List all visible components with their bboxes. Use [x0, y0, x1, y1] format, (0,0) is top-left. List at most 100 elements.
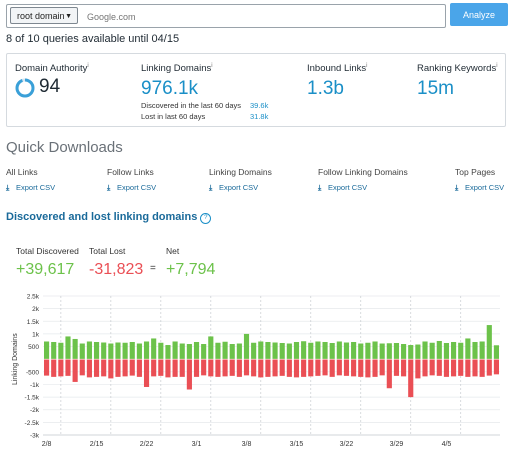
x-tick-label: 2/8 — [42, 441, 52, 448]
discovered-bar — [393, 343, 400, 360]
lost-bar — [251, 359, 257, 377]
export-csv-link[interactable]: ⤓ Export CSV — [209, 183, 272, 193]
lost-bar — [215, 359, 221, 377]
lost-bar — [158, 359, 164, 376]
lost-bar — [222, 359, 228, 377]
lost-60-value[interactable]: 31.8k — [250, 112, 269, 121]
y-tick-label: -1.5k — [25, 395, 40, 402]
discovered-bar — [436, 340, 442, 360]
discovered-bar — [486, 325, 492, 360]
lost-bar — [443, 359, 450, 377]
download-icon: ⤓ — [318, 183, 322, 192]
y-tick-label: 500 — [28, 344, 39, 351]
info-icon[interactable]: i — [496, 63, 498, 69]
query-quota-text: 8 of 10 queries available until 04/15 — [6, 33, 180, 45]
info-icon[interactable]: i — [211, 63, 213, 69]
discovered-bar — [293, 341, 300, 360]
discovered-bar — [151, 338, 157, 360]
discovered-bar — [86, 341, 92, 360]
discovered-bar — [72, 338, 78, 360]
lost-bar — [451, 359, 457, 377]
domain-authority-value: 94 — [39, 76, 61, 97]
lost-bar — [43, 359, 50, 376]
lost-bar — [229, 359, 235, 376]
discovered-bar — [43, 341, 50, 360]
lost-bar — [136, 359, 142, 377]
domain-search-input[interactable] — [85, 6, 439, 27]
discovered-bar — [351, 341, 357, 360]
export-csv-link[interactable]: ⤓ Export CSV — [318, 183, 408, 193]
discovered-bar — [79, 343, 85, 360]
lost-60-label: Lost in last 60 days — [141, 112, 206, 121]
x-tick-label: 3/8 — [242, 441, 252, 448]
discovered-bar — [165, 345, 171, 360]
discovered-bar — [479, 341, 485, 360]
info-icon[interactable]: i — [87, 63, 89, 69]
x-tick-label: 3/15 — [290, 441, 304, 448]
discovered-bar — [372, 341, 378, 360]
analyze-button[interactable]: Analyze — [450, 3, 508, 26]
domain-authority-label: Domain Authority — [15, 63, 88, 75]
ranking-keywords-metric: Ranking Keywordsi 15m — [417, 63, 498, 100]
lost-bar — [172, 359, 178, 377]
net-value: +7,794 — [166, 261, 216, 278]
linking-domains-value: 976.1k — [141, 78, 199, 100]
discovered-bar — [279, 343, 285, 360]
export-csv-link[interactable]: ⤓ Export CSV — [6, 183, 55, 193]
export-csv-link[interactable]: ⤓ Export CSV — [107, 183, 156, 193]
x-tick-label: 2/22 — [140, 441, 154, 448]
lost-bar — [315, 359, 321, 376]
discovered-bar — [158, 342, 164, 360]
discovered-bar — [93, 341, 100, 360]
lost-bar — [351, 359, 357, 377]
lost-bar — [322, 359, 328, 376]
discovered-bar — [329, 343, 335, 360]
discovered-bar — [215, 342, 221, 360]
help-icon[interactable]: ? — [200, 213, 212, 224]
scope-dropdown[interactable]: root domain ▼ — [10, 7, 78, 24]
lost-bar — [122, 359, 128, 377]
lost-bar — [336, 359, 342, 376]
discovered-bar — [315, 341, 321, 360]
export-csv-link[interactable]: ⤓ Export CSV — [455, 183, 504, 193]
y-tick-label: 2.5k — [27, 294, 40, 301]
lost-bar — [193, 359, 200, 377]
download-follow-links: Follow Links ⤓ Export CSV — [107, 167, 156, 193]
discovered-bar — [129, 341, 135, 360]
discovered-bar — [101, 342, 107, 360]
ranking-keywords-value: 15m — [417, 78, 454, 100]
download-icon: ⤓ — [455, 183, 459, 192]
y-tick-label: -500 — [26, 369, 39, 376]
discovered-bar — [493, 345, 500, 360]
discovered-bar — [429, 342, 435, 360]
lost-bar — [101, 359, 107, 377]
discovered-bar — [415, 344, 421, 360]
y-tick-label: -3k — [30, 433, 40, 440]
export-csv-text: Export CSV — [16, 183, 56, 192]
lost-bar — [72, 359, 78, 382]
authority-ring-icon — [15, 78, 35, 98]
lost-bar — [408, 359, 414, 398]
lost-bar — [472, 359, 478, 377]
discovered-bar — [286, 343, 292, 360]
discovered-bar — [51, 341, 57, 360]
download-label: Top Pages — [455, 167, 496, 177]
lost-bar — [65, 359, 71, 376]
download-icon: ⤓ — [209, 183, 213, 192]
discovered-bar — [258, 341, 264, 360]
lost-bar — [279, 359, 285, 376]
lost-bar — [493, 359, 500, 375]
discovered-bar — [58, 342, 64, 360]
total-lost-value: -31,823 — [89, 261, 144, 278]
y-tick-label: 1.5k — [27, 319, 40, 326]
discovered-bar — [308, 342, 314, 360]
search-bar: root domain ▼ — [6, 4, 506, 28]
lost-bar — [293, 359, 300, 378]
lost-bar — [393, 359, 400, 376]
discovered-bar — [229, 344, 235, 360]
lost-bar — [236, 359, 242, 377]
discovered-60-value[interactable]: 39.6k — [250, 101, 269, 110]
lost-bar — [151, 359, 157, 377]
lost-bar — [365, 359, 371, 378]
info-icon[interactable]: i — [366, 63, 368, 69]
